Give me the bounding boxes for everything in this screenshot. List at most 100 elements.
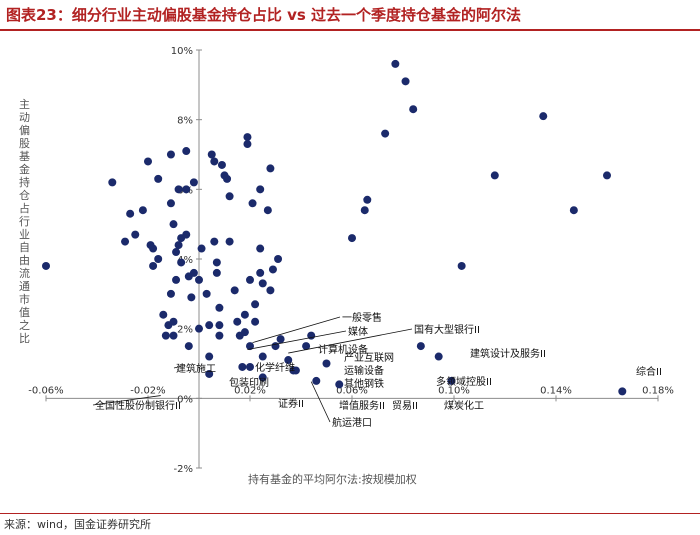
data-point <box>205 369 214 378</box>
annotation-label: 化学纤维 <box>255 361 295 374</box>
annotation-leader <box>173 365 182 369</box>
data-point <box>434 352 443 361</box>
data-point <box>246 362 254 371</box>
data-point <box>251 317 260 326</box>
data-point <box>447 376 456 385</box>
annotation-label: 包装印刷 <box>229 376 269 389</box>
x-tick-label: 0.02% <box>234 385 266 396</box>
data-point <box>182 185 191 194</box>
data-point <box>276 335 285 344</box>
data-point <box>246 275 254 284</box>
data-point <box>195 324 203 333</box>
annotation-leader <box>252 316 341 343</box>
data-point <box>457 261 466 270</box>
annotation-leader <box>92 395 161 406</box>
data-point <box>225 192 234 201</box>
data-point <box>126 209 135 218</box>
data-point <box>169 317 178 326</box>
data-point <box>149 244 158 253</box>
data-point <box>490 171 499 180</box>
x-tick-label: 0.14% <box>540 385 572 396</box>
data-point <box>154 174 163 183</box>
data-point <box>258 279 267 288</box>
data-point <box>195 275 203 284</box>
annotation-label: 计算机设备 <box>318 343 368 356</box>
data-point <box>618 387 627 396</box>
data-point <box>240 328 249 337</box>
data-point <box>166 199 175 208</box>
data-point <box>174 241 183 250</box>
data-point <box>169 331 178 340</box>
data-point <box>348 234 356 243</box>
annotation-leader <box>288 328 413 354</box>
data-point <box>215 303 224 312</box>
data-point <box>189 178 198 187</box>
data-point <box>569 206 578 215</box>
data-point <box>256 185 265 194</box>
data-point <box>121 237 130 246</box>
data-point <box>217 160 226 169</box>
data-point <box>166 289 175 298</box>
data-point <box>258 373 267 382</box>
data-point <box>246 342 254 351</box>
data-point <box>182 147 191 156</box>
data-point <box>401 77 410 86</box>
data-point <box>238 362 247 371</box>
data-point <box>215 331 224 340</box>
data-point <box>248 199 257 208</box>
data-point <box>263 206 272 215</box>
annotation-leader <box>247 330 347 350</box>
annotation-label: 国有大型银行II <box>414 323 480 336</box>
data-point <box>240 310 249 319</box>
data-point <box>197 244 206 253</box>
data-point <box>210 157 219 166</box>
data-point <box>210 237 219 246</box>
source-note: 来源：wind，国金证券研究所 <box>4 518 152 531</box>
annotation-label: 媒体 <box>348 326 368 338</box>
data-point <box>212 268 221 277</box>
data-point <box>360 206 369 215</box>
data-point <box>184 342 193 351</box>
y-tick-label: 0% <box>177 394 193 405</box>
data-point <box>182 230 191 239</box>
data-point <box>266 164 275 173</box>
data-point <box>268 265 277 274</box>
x-axis-title: 持有基金的平均阿尔法:按规模加权 <box>248 472 417 486</box>
y-tick-label: 4% <box>177 255 193 266</box>
data-point <box>154 255 163 263</box>
figure-title: 图表23：细分行业主动偏股基金持仓占比 vs 过去一个季度持仓基金的阿尔法 <box>6 6 522 24</box>
data-point <box>266 286 275 295</box>
data-point <box>138 206 147 215</box>
x-tick-label: 0.18% <box>642 385 674 396</box>
data-point <box>243 133 252 142</box>
data-point <box>166 150 175 159</box>
data-point <box>215 321 224 330</box>
data-point <box>322 359 331 368</box>
point-group <box>42 59 627 396</box>
data-point <box>603 171 611 180</box>
data-point <box>251 300 260 309</box>
data-point <box>172 248 181 257</box>
data-point <box>230 286 239 295</box>
data-point <box>205 352 214 361</box>
data-point <box>189 268 198 277</box>
data-point <box>108 178 117 187</box>
data-point <box>256 268 265 277</box>
source-rule <box>0 513 700 514</box>
data-point <box>202 289 211 298</box>
x-tick-group: -0.06% -0.02% 0.02% 0.06% 0.10% 0.14% 0.18% <box>28 385 674 402</box>
x-tick-label: 0.06% <box>336 385 368 396</box>
data-point <box>205 321 214 330</box>
data-point <box>187 293 196 302</box>
annotation-leader <box>310 381 331 423</box>
data-point <box>144 157 152 166</box>
x-tick-label: -0.02% <box>130 385 165 396</box>
y-tick-label: 10% <box>171 46 193 57</box>
annotation-label: 运输设备 <box>344 364 384 377</box>
annotation-label: 煤炭化工 <box>444 399 484 412</box>
x-tick-label: 0.10% <box>438 385 470 396</box>
y-axis-title: 主动偏股基金持仓占行业自由流通市值之比 <box>19 98 30 345</box>
data-point <box>131 230 140 239</box>
